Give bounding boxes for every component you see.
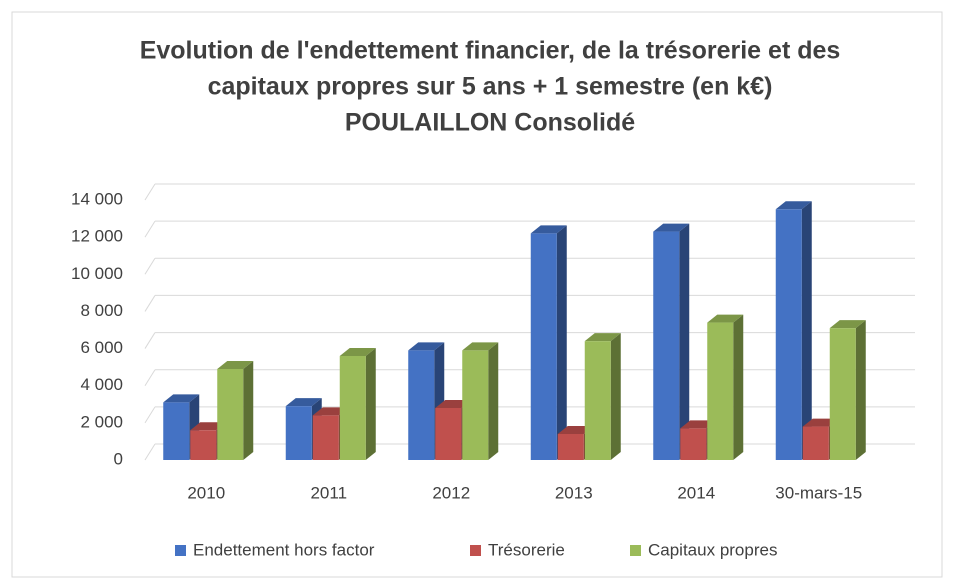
grid-depth (144, 295, 156, 312)
x-tick-label: 2013 (555, 483, 593, 502)
chart-title: capitaux propres sur 5 ans + 1 semestre … (208, 73, 773, 101)
bar (584, 341, 611, 460)
bar (339, 356, 366, 460)
bar-side (855, 320, 866, 460)
bar (163, 402, 190, 460)
bar (802, 426, 829, 460)
legend-label: Endettement hors factor (193, 540, 375, 559)
y-tick-label: 2 000 (80, 412, 123, 431)
y-tick-label: 14 000 (71, 189, 123, 208)
bar-top (707, 314, 744, 323)
bar (775, 209, 802, 460)
bar (190, 430, 217, 460)
bar-side (243, 361, 254, 460)
bar (653, 231, 680, 460)
bar-top (653, 223, 690, 232)
grid-depth (144, 183, 156, 201)
bar-side (610, 333, 621, 460)
legend-swatch (470, 545, 481, 556)
legend-label: Trésorerie (488, 540, 565, 559)
bar-side (556, 225, 567, 460)
bar-top (584, 333, 621, 342)
chart-title: Evolution de l'endettement financier, de… (140, 37, 841, 65)
bar (408, 350, 435, 460)
bar-top (530, 225, 567, 234)
y-tick-label: 6 000 (80, 338, 123, 357)
legend-label: Capitaux propres (648, 540, 777, 559)
bar-side (488, 342, 499, 460)
bar-side (679, 223, 690, 460)
x-tick-label: 2010 (187, 483, 225, 502)
bar-top (217, 361, 254, 369)
bar-top (285, 398, 322, 407)
legend-swatch (175, 545, 186, 556)
bar (707, 322, 734, 460)
grid-depth (144, 220, 156, 238)
grid-depth (144, 332, 156, 349)
x-tick-label: 30-mars-15 (775, 483, 862, 502)
x-tick-label: 2014 (677, 483, 715, 502)
grid-depth (144, 406, 156, 424)
bar (829, 328, 856, 460)
chart-title: POULAILLON Consolidé (345, 109, 635, 137)
bar (435, 408, 462, 460)
bar-top (829, 320, 866, 329)
bar-top (462, 342, 499, 351)
legend-swatch (630, 545, 641, 556)
bar-top (163, 394, 200, 403)
y-tick-label: 10 000 (71, 264, 123, 283)
bar-top (775, 201, 812, 210)
x-tick-label: 2012 (432, 483, 470, 502)
bar-top (408, 342, 445, 351)
grid-depth (144, 443, 156, 461)
bar (312, 415, 339, 460)
bar-side (801, 201, 812, 461)
bar (557, 434, 584, 460)
y-tick-label: 4 000 (80, 375, 123, 394)
x-tick-label: 2011 (310, 483, 347, 502)
bar (680, 428, 707, 460)
grid-depth (144, 258, 156, 275)
grid-depth (144, 369, 156, 386)
y-tick-label: 12 000 (71, 227, 123, 246)
bar-side (365, 348, 376, 460)
bar (217, 369, 244, 460)
bar (285, 406, 312, 460)
y-tick-label: 8 000 (80, 301, 123, 320)
y-tick-label: 0 (114, 449, 123, 468)
bar (462, 350, 489, 460)
bar-top (339, 348, 376, 356)
bar (530, 233, 557, 460)
bar-side (733, 314, 744, 460)
